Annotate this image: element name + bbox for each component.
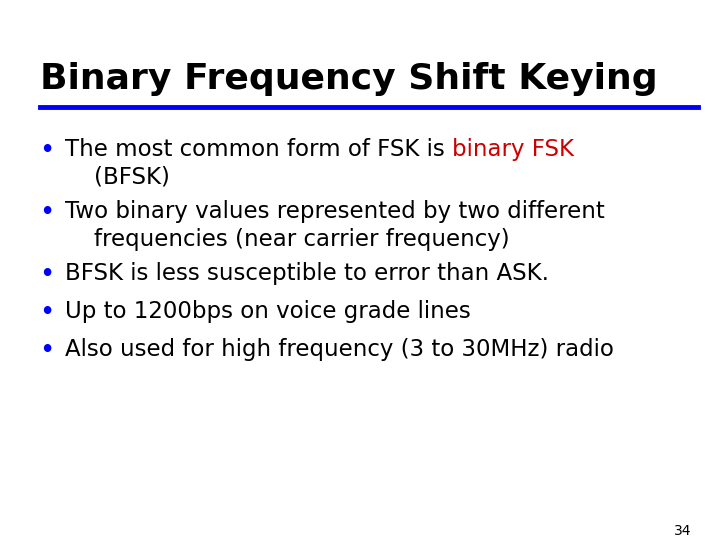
Text: Two binary values represented by two different: Two binary values represented by two dif… (65, 200, 605, 223)
Text: The most common form of FSK is: The most common form of FSK is (65, 138, 452, 161)
Text: 34: 34 (674, 524, 691, 538)
Text: binary FSK: binary FSK (452, 138, 574, 161)
Text: •: • (40, 300, 55, 326)
Text: •: • (40, 138, 55, 164)
Text: •: • (40, 338, 55, 364)
Text: •: • (40, 200, 55, 226)
Text: Binary Frequency Shift Keying: Binary Frequency Shift Keying (40, 62, 657, 96)
Text: (BFSK): (BFSK) (65, 166, 170, 189)
Text: Also used for high frequency (3 to 30MHz) radio: Also used for high frequency (3 to 30MHz… (65, 338, 613, 361)
Text: frequencies (near carrier frequency): frequencies (near carrier frequency) (65, 228, 510, 251)
Text: BFSK is less susceptible to error than ASK.: BFSK is less susceptible to error than A… (65, 262, 549, 285)
Text: Up to 1200bps on voice grade lines: Up to 1200bps on voice grade lines (65, 300, 471, 323)
Text: •: • (40, 262, 55, 288)
